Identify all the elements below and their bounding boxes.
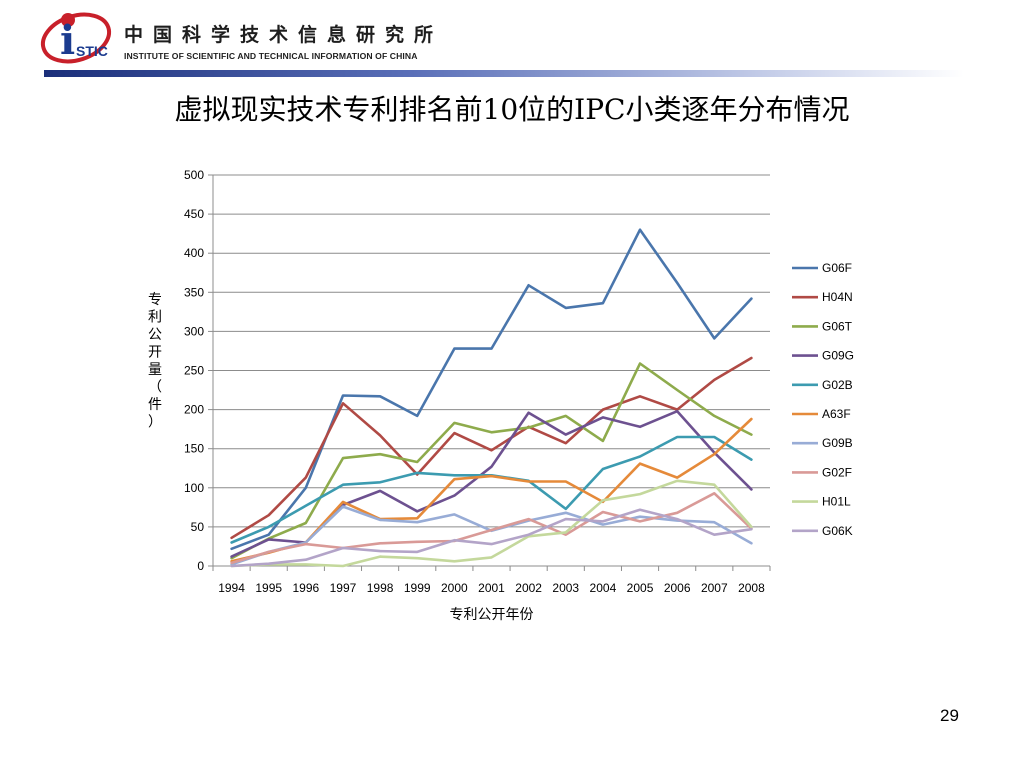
x-tick-label: 2000: [441, 581, 468, 595]
x-tick-label: 1995: [255, 581, 282, 595]
header: i STIC 中国科学技术信息研究所 INSTITUTE OF SCIENTIF…: [0, 0, 1024, 80]
slide-title: 虚拟现实技术专利排名前10位的IPC小类逐年分布情况: [174, 93, 850, 126]
x-tick-label: 1998: [367, 581, 394, 595]
x-tick-label: 2001: [478, 581, 505, 595]
org-name-en: INSTITUTE OF SCIENTIFIC AND TECHNICAL IN…: [124, 51, 418, 61]
y-tick-label: 350: [184, 285, 204, 299]
y-tick-label: 50: [191, 520, 205, 534]
x-tick-label: 2005: [627, 581, 654, 595]
x-tick-label: 2006: [664, 581, 691, 595]
page-number: 29: [940, 706, 959, 725]
x-tick-label: 1996: [292, 581, 319, 595]
y-tick-label: 250: [184, 364, 204, 378]
legend-label-g06k: G06K: [822, 524, 853, 538]
y-tick-label: 450: [184, 207, 204, 221]
legend-label-g02b: G02B: [822, 378, 853, 392]
x-tick-label: 2004: [590, 581, 617, 595]
legend-label-g09g: G09G: [822, 349, 854, 363]
y-tick-label: 400: [184, 246, 204, 260]
series-line-g06t: [230, 362, 753, 560]
legend-label-g02f: G02F: [822, 465, 852, 479]
x-tick-label: 2003: [552, 581, 579, 595]
legend-label-h04n: H04N: [822, 290, 853, 304]
y-tick-label: 150: [184, 442, 204, 456]
y-axis-title: 专利公开量（件）: [148, 292, 162, 431]
org-name-cn: 中国科学技术信息研究所: [124, 24, 444, 46]
y-tick-label: 300: [184, 324, 204, 338]
y-tick-label: 100: [184, 481, 204, 495]
x-tick-label: 1999: [404, 581, 431, 595]
x-tick-label: 2008: [738, 581, 765, 595]
legend-label-g06f: G06F: [822, 261, 852, 275]
series-line-h04n: [230, 356, 753, 540]
x-tick-label: 2002: [515, 581, 542, 595]
legend-label-g06t: G06T: [822, 319, 853, 333]
header-divider: [44, 70, 964, 77]
istic-logo: i STIC: [38, 8, 118, 68]
x-axis-title: 专利公开年份: [450, 607, 534, 623]
series-line-g06f: [230, 228, 753, 551]
legend-label-a63f: A63F: [822, 407, 851, 421]
x-tick-label: 1997: [330, 581, 357, 595]
logo-letter: i: [60, 17, 75, 64]
y-tick-label: 0: [197, 559, 204, 573]
y-tick-label: 500: [184, 168, 204, 182]
series-line-h01l: [230, 479, 753, 568]
legend-label-g09b: G09B: [822, 436, 853, 450]
x-tick-label: 1994: [218, 581, 245, 595]
legend-label-h01l: H01L: [822, 495, 851, 509]
y-tick-label: 200: [184, 403, 204, 417]
logo-text: STIC: [76, 43, 108, 59]
series-line-g06k: [230, 508, 753, 568]
x-tick-label: 2007: [701, 581, 728, 595]
